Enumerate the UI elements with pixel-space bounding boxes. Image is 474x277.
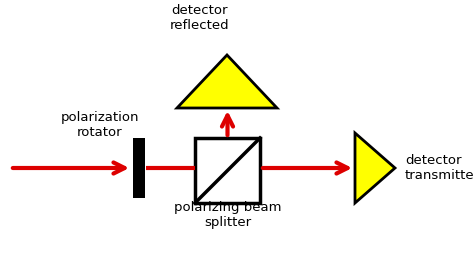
Polygon shape bbox=[177, 55, 277, 108]
Polygon shape bbox=[355, 133, 395, 203]
Text: detector
transmitted: detector transmitted bbox=[405, 154, 474, 182]
Text: polarization
rotator: polarization rotator bbox=[61, 111, 139, 139]
Text: detector
reflected: detector reflected bbox=[170, 4, 230, 32]
Text: polarizing beam
splitter: polarizing beam splitter bbox=[174, 201, 282, 229]
Bar bbox=[133, 138, 145, 198]
Bar bbox=[195, 138, 260, 203]
